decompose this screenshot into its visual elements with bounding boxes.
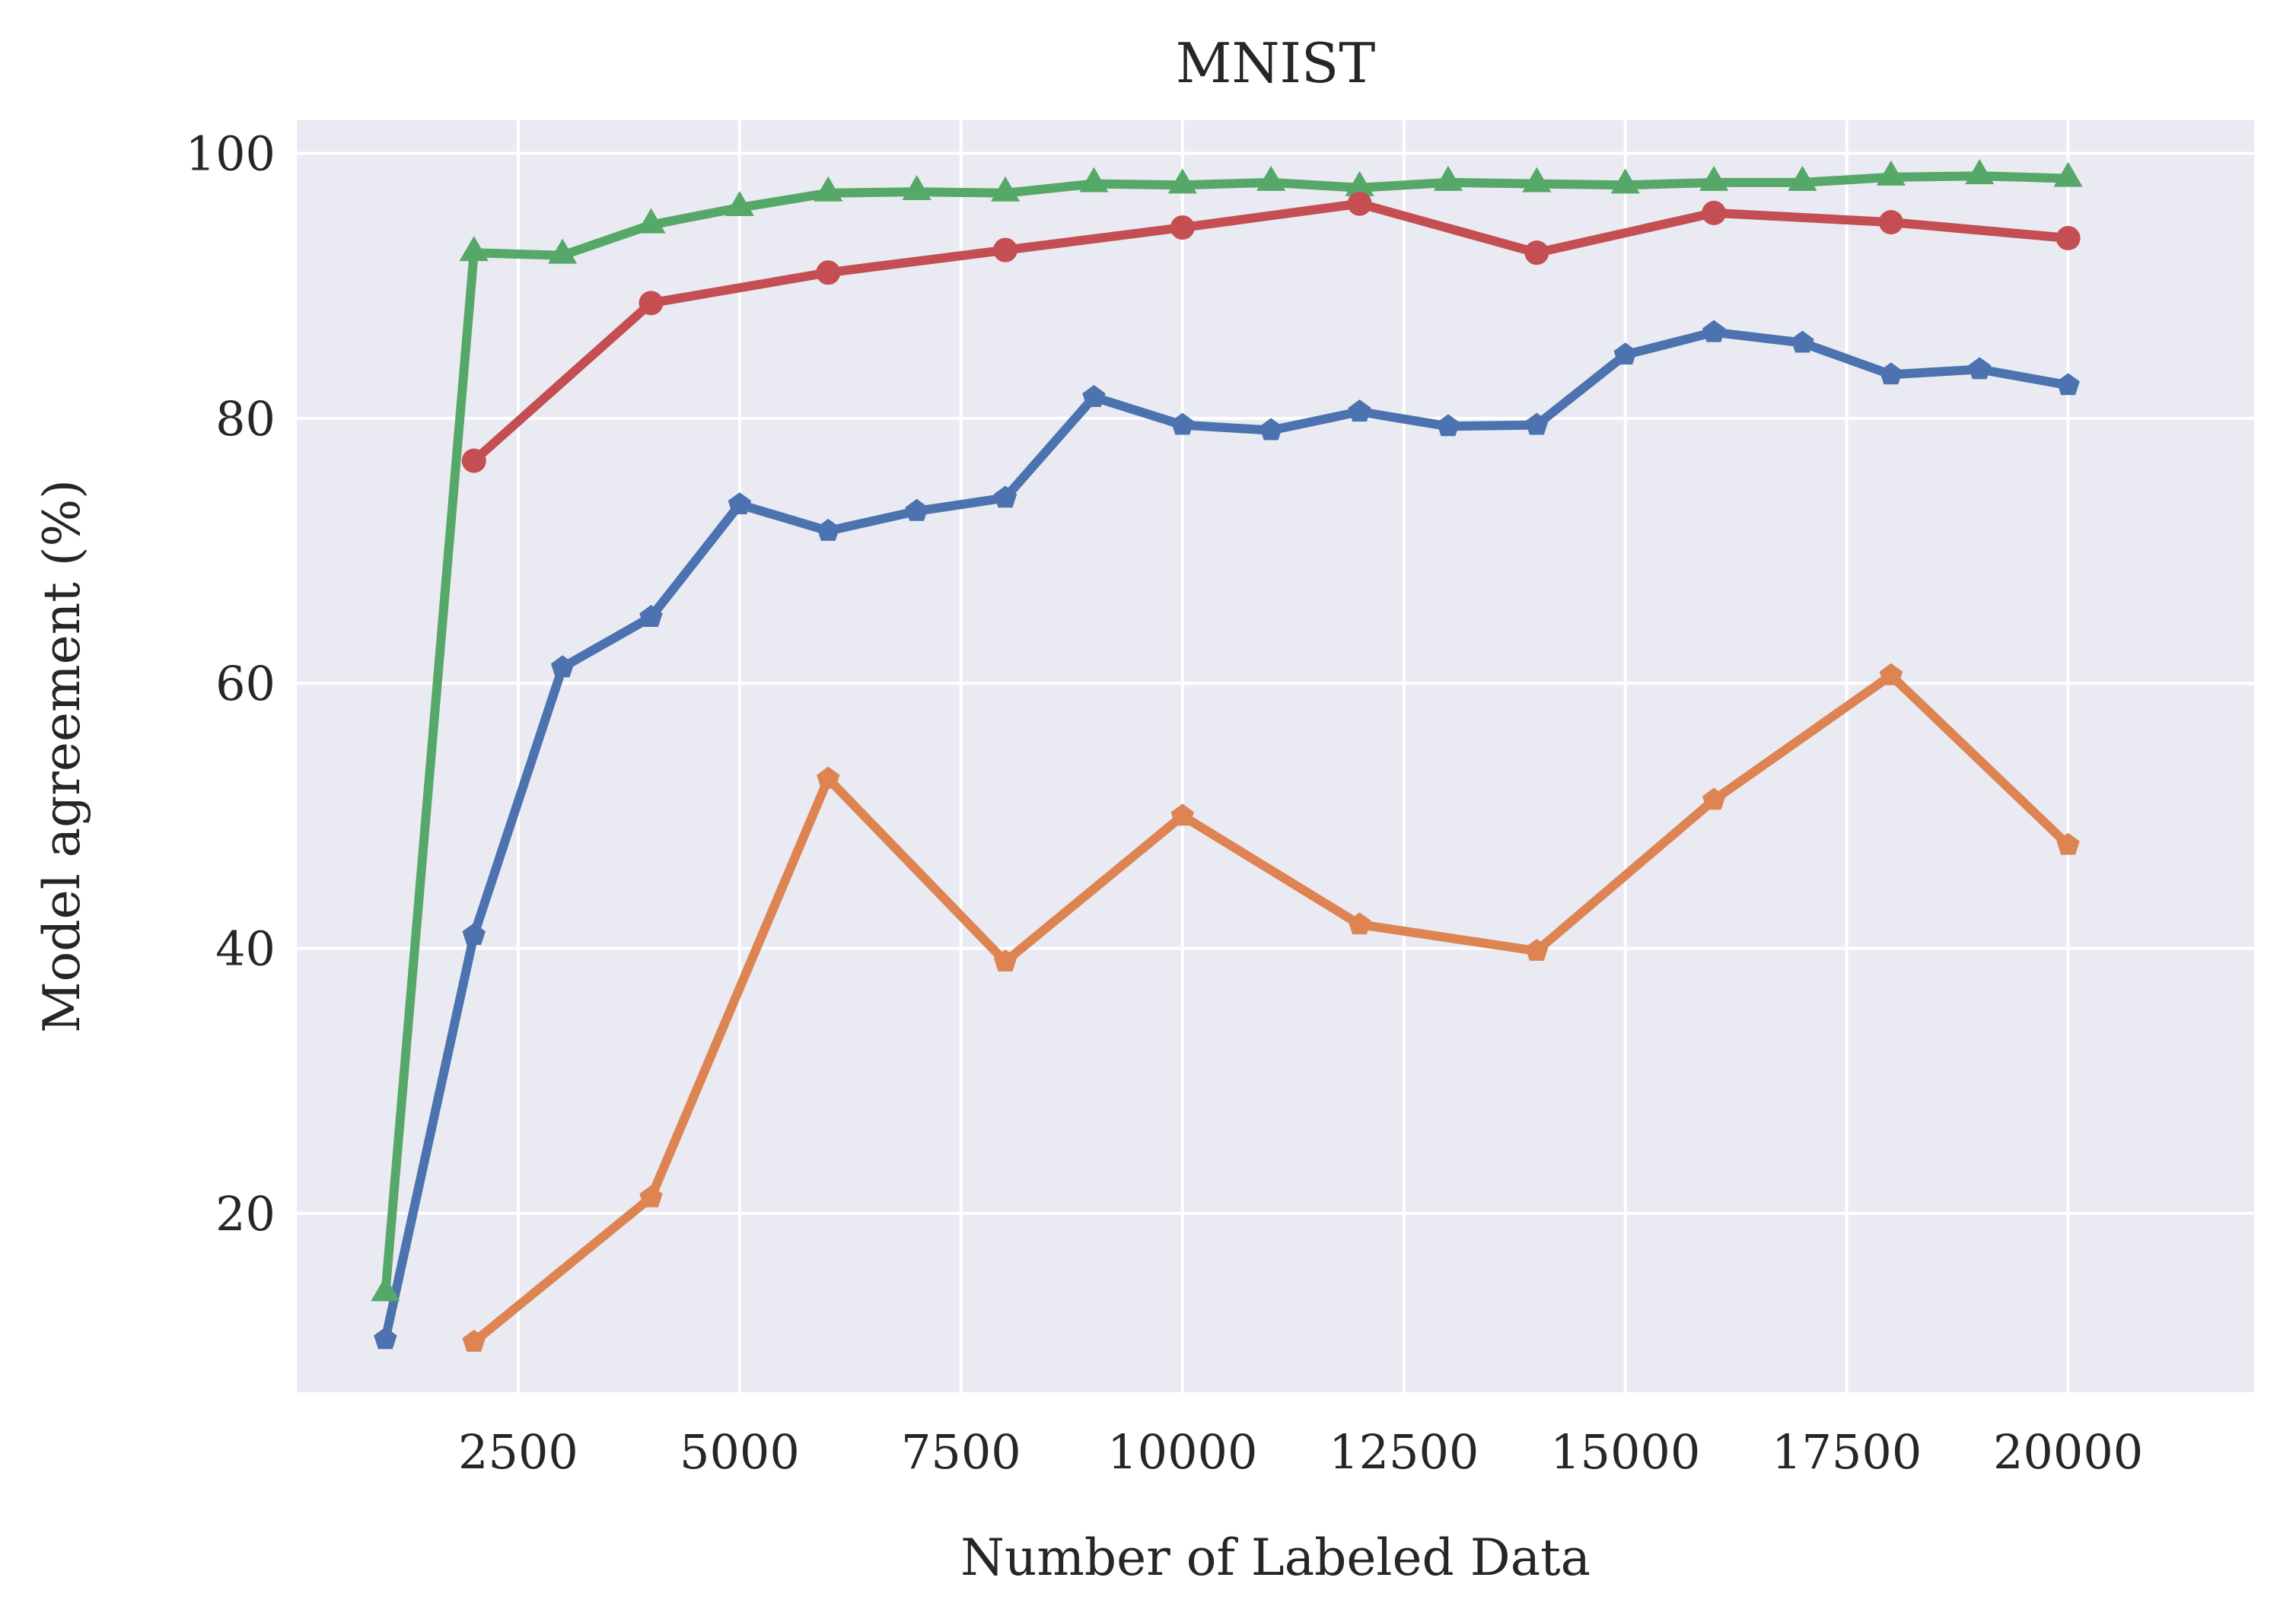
data-point [1525, 939, 1549, 961]
x-tick-label: 5000 [680, 1424, 800, 1480]
data-point [1347, 191, 1372, 216]
data-point [639, 1185, 663, 1207]
chart-title: MNIST [1176, 31, 1376, 95]
data-point [1170, 412, 1195, 435]
x-tick-label: 10000 [1107, 1424, 1257, 1480]
data-point [638, 291, 664, 316]
data-point [1522, 167, 1552, 192]
data-point [459, 236, 489, 262]
data-point [548, 238, 578, 264]
data-point [462, 923, 486, 946]
data-point [990, 176, 1021, 202]
series-2 [462, 663, 2080, 1352]
data-point [636, 208, 666, 234]
data-point [1702, 787, 1726, 810]
data-point [1879, 663, 1903, 685]
x-tick-label: 7500 [901, 1424, 1021, 1480]
data-point [1170, 215, 1195, 240]
series-line [381, 171, 2073, 1298]
data-point [1259, 418, 1283, 440]
data-point [2053, 161, 2083, 187]
y-tick-label: 40 [215, 921, 275, 977]
x-tick-label: 20000 [1993, 1424, 2143, 1480]
series-layer [371, 159, 2083, 1352]
data-point [814, 176, 843, 202]
data-point [2056, 832, 2080, 855]
x-tick-label: 2500 [458, 1424, 578, 1480]
data-point [1610, 168, 1640, 194]
data-point [550, 655, 575, 678]
data-point [817, 766, 840, 789]
series-line [381, 327, 2073, 1344]
data-point [1082, 385, 1106, 407]
data-point [1702, 320, 1726, 342]
y-tick-label: 60 [215, 656, 275, 711]
grid-lines [297, 120, 2254, 1392]
data-point [1167, 168, 1197, 194]
data-point [993, 949, 1017, 972]
data-point [1702, 200, 1727, 225]
data-point [905, 498, 928, 521]
x-tick-label: 17500 [1772, 1424, 1922, 1480]
tick-labels: 2500 5000 7500 10000 12500 15000 17500 20000 20 4… [186, 126, 2144, 1480]
data-point [371, 1276, 400, 1302]
data-point [902, 175, 931, 201]
data-point [1879, 362, 1903, 385]
data-point [1436, 414, 1460, 437]
x-tick-label: 15000 [1550, 1424, 1700, 1480]
data-point [461, 448, 486, 473]
data-point [2056, 226, 2081, 251]
data-point [1256, 165, 1286, 191]
series-4 [461, 191, 2081, 473]
data-point [724, 190, 755, 216]
data-point [993, 237, 1018, 262]
data-point [1079, 167, 1109, 192]
data-point [816, 260, 841, 285]
data-point [1524, 240, 1549, 266]
data-point [1968, 357, 1992, 380]
data-point [1791, 330, 1814, 353]
series-line [469, 199, 2073, 466]
data-point [1788, 165, 1817, 191]
plot-area [297, 120, 2254, 1392]
series-1 [374, 320, 2080, 1350]
data-point [1699, 165, 1729, 191]
data-point [1613, 342, 1637, 365]
data-point [1965, 159, 1995, 185]
x-axis-label: Number of Labeled Data [960, 1528, 1591, 1587]
series-line [469, 670, 2073, 1347]
data-point [1433, 165, 1463, 191]
data-point [1525, 412, 1549, 435]
data-point [1348, 912, 1371, 935]
data-point [1876, 160, 1906, 186]
data-point [1878, 210, 1903, 235]
data-point [1345, 170, 1374, 196]
y-tick-label: 100 [186, 126, 275, 182]
data-point [993, 485, 1017, 508]
data-point [1170, 803, 1195, 826]
data-point [374, 1327, 397, 1350]
data-point [2056, 373, 2080, 396]
data-point [1348, 399, 1371, 422]
data-point [817, 518, 840, 541]
x-tick-label: 12500 [1329, 1424, 1479, 1480]
y-tick-label: 20 [215, 1186, 275, 1242]
data-point [728, 492, 752, 514]
y-axis-label: Model agreement (%) [33, 479, 91, 1033]
data-point [462, 1329, 486, 1352]
series-3 [371, 159, 2083, 1302]
data-point [639, 605, 663, 628]
y-tick-label: 80 [215, 391, 275, 447]
